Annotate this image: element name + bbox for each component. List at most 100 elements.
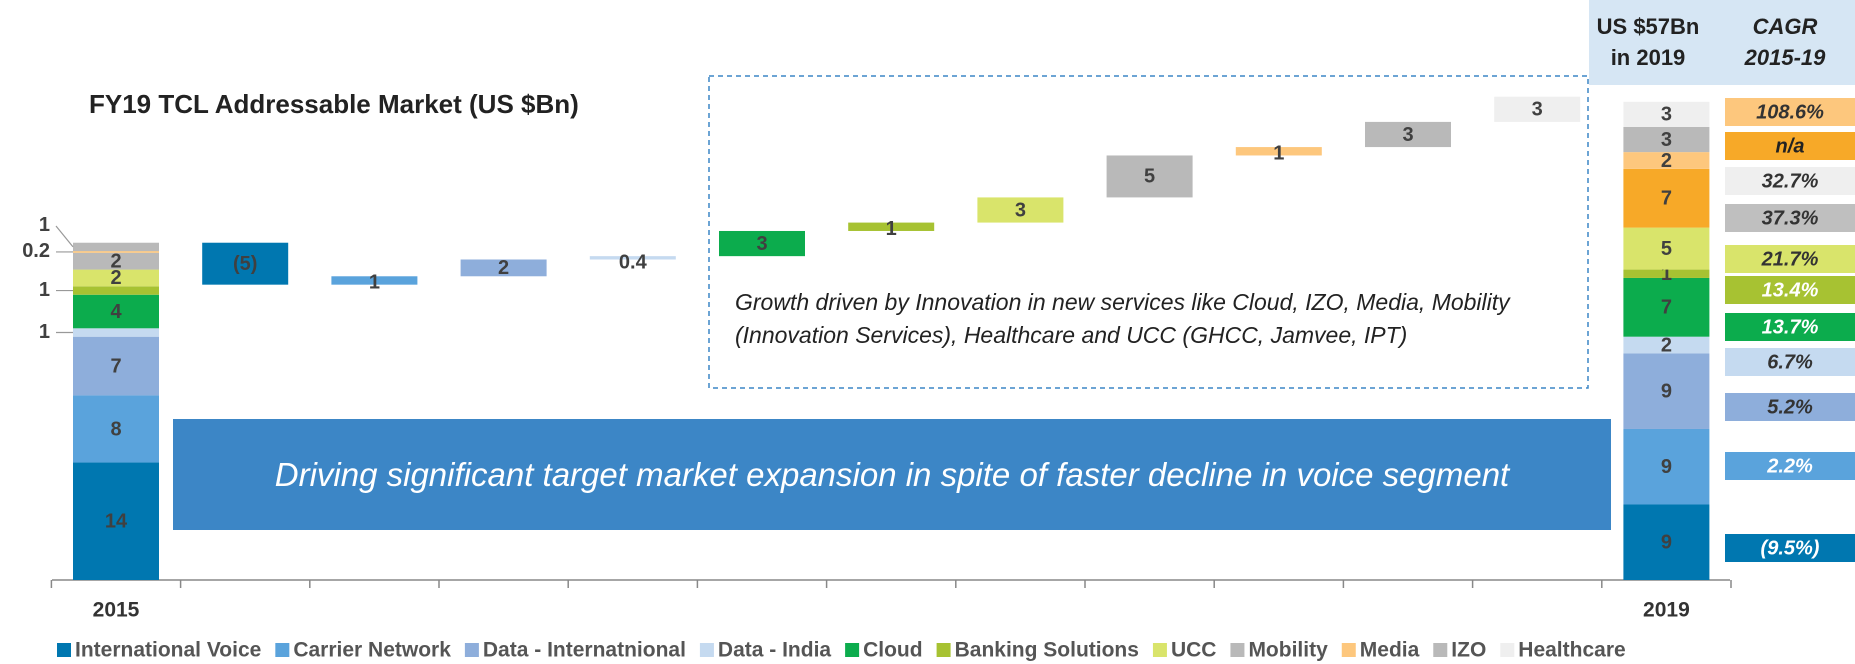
legend-swatch <box>1500 643 1515 657</box>
header-box <box>1589 0 1855 85</box>
legend-label: UCC <box>1171 639 1217 662</box>
bar-segment <box>1623 126 1710 153</box>
cagr-label: 32.7% <box>1762 170 1819 192</box>
total-note: in 2019 <box>1611 45 1686 70</box>
bar-segment <box>73 242 159 252</box>
legend-label: Healthcare <box>1518 639 1625 662</box>
legend-label: Data - Internatnional <box>483 639 686 662</box>
total-label: US $57Bn <box>1597 14 1700 39</box>
bar-segment <box>73 395 159 463</box>
data-label: 1 <box>39 321 50 343</box>
data-label: 2 <box>110 250 121 272</box>
bar-segment <box>1106 155 1193 198</box>
cagr-label: 21.7% <box>1761 248 1819 270</box>
data-label: 9 <box>1661 456 1672 478</box>
annotation: Growth driven by Innovation in new servi… <box>735 289 1510 348</box>
legend-label: Mobility <box>1248 639 1328 662</box>
cagr-label: 13.7% <box>1762 316 1819 338</box>
data-label: 1 <box>886 218 897 240</box>
data-label: 14 <box>105 511 128 533</box>
data-label: 2 <box>1661 334 1672 356</box>
data-label: 3 <box>1402 124 1413 146</box>
data-label: 3 <box>1015 199 1026 221</box>
cagr-label: 6.7% <box>1767 351 1813 373</box>
bar-segment <box>719 230 805 257</box>
bar-segment <box>73 252 159 270</box>
data-label: 8 <box>110 418 121 440</box>
data-label: 1 <box>39 214 50 236</box>
data-label: 3 <box>1532 99 1543 121</box>
legend-label: International Voice <box>75 639 261 662</box>
data-label: 1 <box>369 272 380 294</box>
data-label: 5 <box>1144 166 1155 188</box>
data-label: 9 <box>1661 532 1672 554</box>
legend-label: Media <box>1360 639 1420 662</box>
banner: Driving significant target market expans… <box>173 419 1611 530</box>
cagr-label: 5.2% <box>1767 396 1813 418</box>
data-label: 9 <box>1661 381 1672 403</box>
data-label: 7 <box>1661 188 1672 210</box>
bar-segment <box>1494 96 1581 122</box>
data-label: 0.2 <box>22 240 50 262</box>
cagr-title: CAGR <box>1753 14 1818 39</box>
bar-segment <box>1235 147 1322 156</box>
data-label: 7 <box>1661 297 1672 319</box>
cagr-label: 108.6% <box>1756 101 1824 123</box>
data-label: 5 <box>1661 238 1672 260</box>
bar-segment <box>1623 152 1710 169</box>
legend-label: IZO <box>1451 639 1486 662</box>
cagr-box <box>1725 167 1855 195</box>
bar-segment <box>589 256 676 260</box>
cagr-box <box>1725 245 1855 273</box>
bar-segment <box>73 294 159 329</box>
cagr-box <box>1725 276 1855 304</box>
data-label: (5) <box>233 253 257 275</box>
cagr-box <box>1725 132 1855 160</box>
legend-label: Banking Solutions <box>955 639 1139 662</box>
bar-segment <box>1623 353 1710 429</box>
data-label: 2 <box>498 257 509 279</box>
data-label: 0.4 <box>619 251 648 273</box>
data-label: 2 <box>1661 150 1672 172</box>
cagr-box <box>1725 348 1855 376</box>
legend-swatch <box>845 643 860 657</box>
legend-label: Carrier Network <box>293 639 451 662</box>
data-label: 3 <box>1661 129 1672 151</box>
bar-segment <box>73 269 159 287</box>
data-label: 1 <box>1661 263 1672 285</box>
data-label: 3 <box>1661 104 1672 126</box>
legend-swatch <box>57 643 71 657</box>
chart-title: FY19 TCL Addressable Market (US $Bn) <box>89 89 579 119</box>
legend-swatch <box>1433 643 1448 657</box>
bar-segment <box>848 222 935 231</box>
cagr-label: (9.5%) <box>1761 537 1820 559</box>
bar-segment <box>202 242 289 285</box>
bar-segment <box>1623 227 1710 270</box>
data-label: 3 <box>756 233 767 255</box>
legend-label: Cloud <box>863 639 922 662</box>
cagr-box <box>1725 393 1855 421</box>
cagr-label: 37.3% <box>1762 207 1819 229</box>
cagr-label: n/a <box>1776 135 1805 157</box>
legend-swatch <box>699 643 714 657</box>
legend-swatch <box>1230 643 1245 657</box>
cagr-label: 2.2% <box>1766 455 1813 477</box>
legend-swatch <box>1341 643 1356 657</box>
bar-segment <box>73 286 159 295</box>
legend-swatch <box>1152 643 1167 657</box>
bar-segment <box>1623 277 1710 337</box>
bar-segment <box>1623 504 1710 580</box>
legend-label: Data - India <box>718 639 832 662</box>
cagr-period: 2015-19 <box>1744 45 1827 70</box>
data-label: 2 <box>110 267 121 289</box>
data-label: 4 <box>110 301 122 323</box>
bar-segment <box>73 328 159 337</box>
bar-segment <box>977 197 1064 223</box>
legend-swatch <box>275 643 290 657</box>
cagr-box <box>1725 204 1855 232</box>
cagr-label: 13.4% <box>1762 279 1819 301</box>
cagr-box <box>1725 534 1855 562</box>
cagr-box <box>1725 313 1855 341</box>
